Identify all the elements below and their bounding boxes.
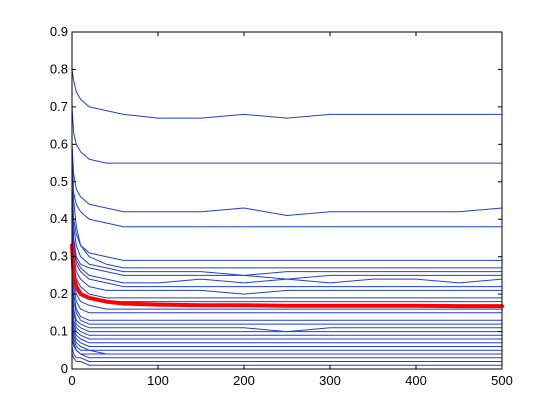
series-line-3 [71,144,503,216]
x-tick-label: 300 [319,373,341,388]
series-line-28 [71,346,502,362]
series-line-7 [71,189,502,276]
series-line-14 [71,237,502,310]
series-line-19 [71,275,502,333]
y-tick-label: 0 [61,361,68,376]
series-line-18 [71,271,502,333]
series-line-15 [71,245,502,314]
series-line-4 [71,163,502,228]
y-tick-label: 0.1 [50,324,68,339]
x-tick-label: 100 [147,373,169,388]
series-layer [70,69,504,366]
x-tick-label: 200 [233,373,255,388]
series-line-6 [71,144,502,269]
series-line-8 [71,200,502,280]
series-line-20 [71,286,502,336]
series-line-11 [71,219,502,295]
series-line-12 [71,226,502,299]
series-line-16 [71,256,502,321]
x-tick-label: 400 [405,373,427,388]
y-tick-label: 0.4 [50,211,68,226]
series-line-27 [71,338,502,359]
tick-layer: 0 100 200 300 400 500 0 0.1 0.2 0.3 0.4 0.5 0.6 0.7 0.… [50,24,513,388]
series-line-5 [71,181,502,261]
mean-series-line [70,243,504,309]
y-tick-label: 0.3 [50,249,68,264]
y-tick-label: 0.9 [50,24,68,39]
y-tick-label: 0.6 [50,136,68,151]
x-tick-label: 500 [491,373,513,388]
series-line-9 [71,204,503,284]
series-line-29 [71,353,502,366]
y-tick-label: 0.8 [50,61,68,76]
series-line-24 [71,316,502,351]
x-tick-label: 0 [68,373,75,388]
series-line-21 [71,294,502,340]
series-line-22 [71,301,502,344]
series-line-2 [71,106,502,164]
series-line-17 [71,264,502,325]
y-tick-label: 0.2 [50,286,68,301]
series-line-23 [71,309,502,347]
series-line-1 [71,69,502,119]
y-tick-label: 0.5 [50,174,68,189]
series-line-10 [71,211,502,288]
y-tick-label: 0.7 [50,99,68,114]
axes-box [71,31,503,370]
